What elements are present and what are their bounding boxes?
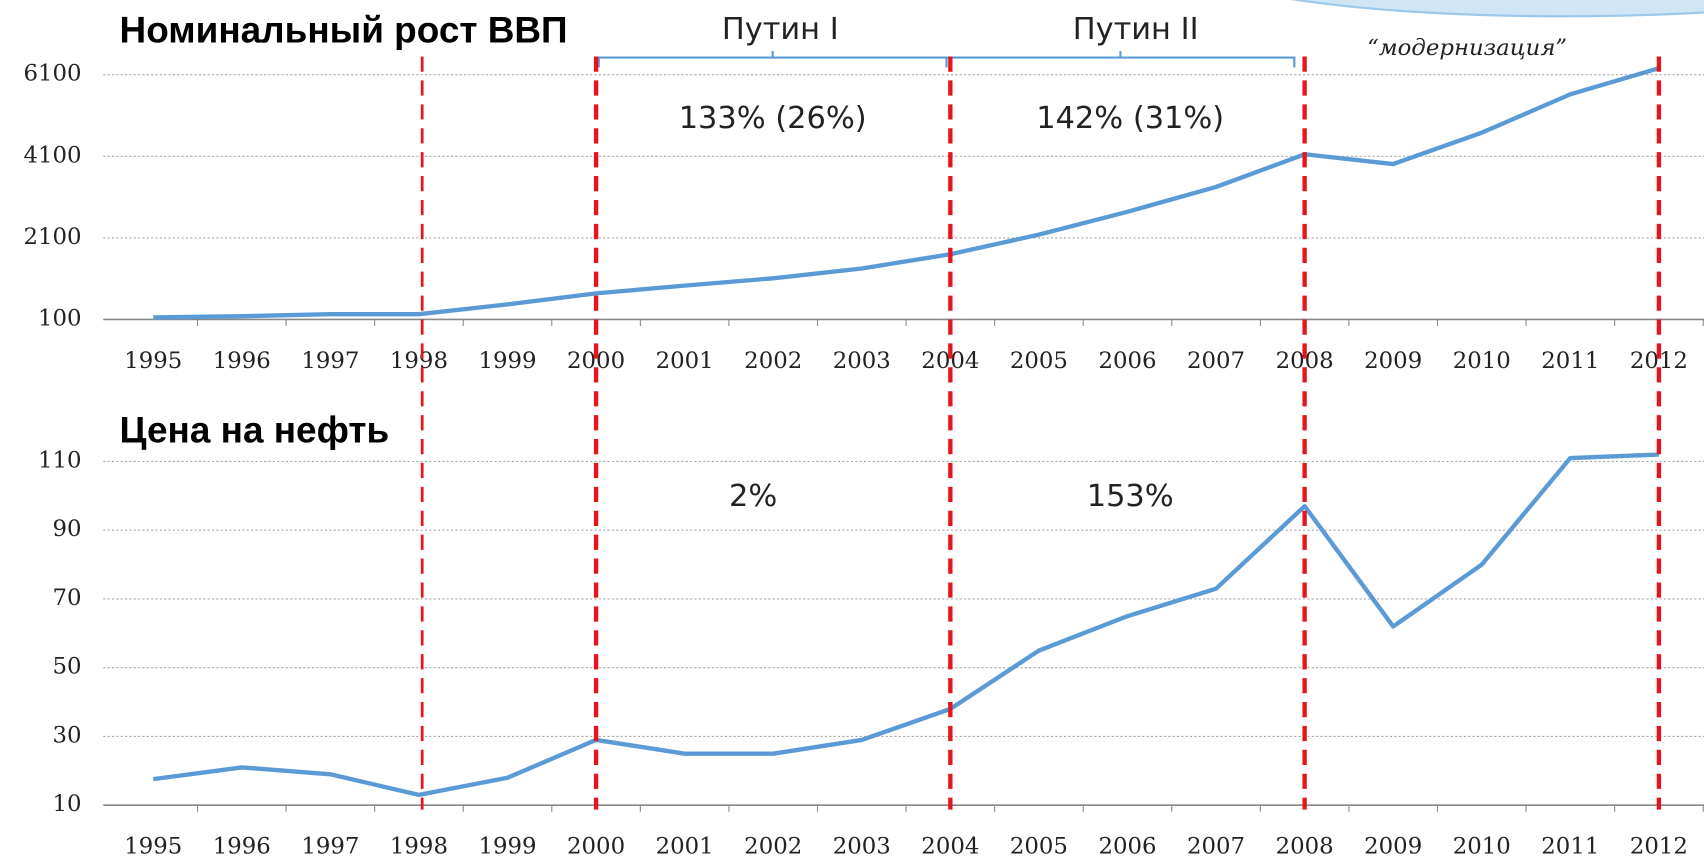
annotation: 142% (31%): [1036, 101, 1224, 136]
x-tick-label: 2006: [1098, 834, 1156, 860]
x-tick-label: 2009: [1364, 348, 1422, 374]
x-tick-label: 2006: [1098, 348, 1156, 374]
x-tick-label: 2001: [656, 834, 714, 860]
x-tick-label: 2007: [1187, 834, 1245, 860]
x-tick-label: 2002: [744, 348, 802, 374]
x-tick-label: 1997: [301, 348, 359, 374]
y-tick-label: 2100: [23, 224, 81, 250]
data-line: [153, 66, 1660, 320]
x-tick-label: 2009: [1364, 834, 1422, 860]
x-tick-label: 2011: [1541, 348, 1599, 374]
period-label: “модернизация”: [1367, 35, 1567, 61]
period-label: Путин II: [1073, 12, 1199, 47]
x-tick-label: 2011: [1541, 834, 1599, 860]
x-tick-label: 1995: [124, 348, 182, 374]
x-tick-label: 2003: [833, 834, 891, 860]
x-tick-label: 2003: [833, 348, 891, 374]
x-tick-label: 1995: [124, 834, 182, 860]
x-tick-label: 2010: [1453, 348, 1511, 374]
annotation: 133% (26%): [679, 101, 867, 136]
annotation: 153%: [1087, 479, 1174, 514]
chart-title: Цена на нефть: [120, 409, 390, 450]
x-tick-label: 2008: [1276, 834, 1334, 860]
x-tick-label: 2005: [1010, 834, 1068, 860]
y-tick-label: 110: [38, 447, 82, 473]
x-tick-label: 1999: [478, 834, 536, 860]
decoration: [1290, 0, 1704, 18]
period-label: Путин I: [722, 12, 839, 47]
x-tick-label: 2007: [1187, 348, 1245, 374]
y-tick-label: 100: [38, 305, 82, 331]
x-tick-label: 2012: [1630, 834, 1688, 860]
y-tick-label: 6100: [23, 61, 81, 87]
y-tick-label: 70: [52, 585, 81, 611]
x-tick-label: 2002: [744, 834, 802, 860]
x-tick-label: 1999: [478, 348, 536, 374]
x-tick-label: 2010: [1453, 834, 1511, 860]
x-tick-label: 1998: [390, 348, 448, 374]
x-tick-label: 2004: [921, 834, 979, 860]
y-tick-label: 10: [52, 791, 81, 817]
x-tick-label: 1997: [301, 834, 359, 860]
x-tick-label: 1998: [390, 834, 448, 860]
y-tick-label: 4100: [23, 142, 81, 168]
chart-title: Номинальный рост ВВП: [120, 9, 568, 50]
data-line: [152, 452, 1659, 798]
x-tick-label: 1996: [213, 834, 271, 860]
y-tick-label: 30: [52, 722, 81, 748]
y-tick-label: 90: [52, 516, 81, 542]
x-tick-label: 2005: [1010, 348, 1068, 374]
annotation: 2%: [729, 479, 777, 514]
y-tick-label: 50: [52, 654, 81, 680]
x-tick-label: 2001: [656, 348, 714, 374]
x-tick-label: 1996: [213, 348, 271, 374]
x-tick-label: 2000: [567, 834, 625, 860]
period-bracket: [597, 51, 1296, 68]
